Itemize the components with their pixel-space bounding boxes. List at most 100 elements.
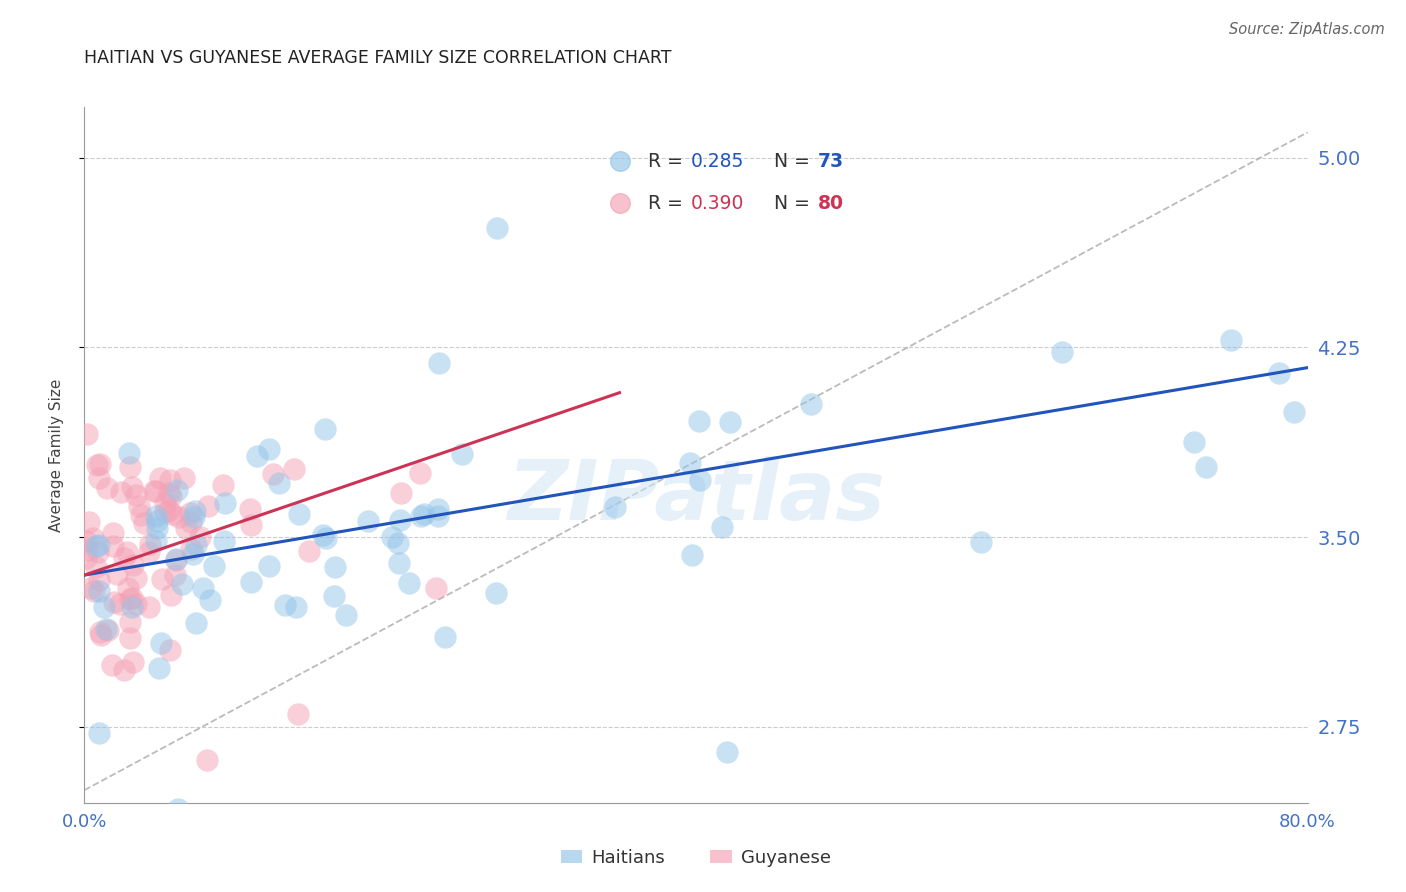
Point: [86, 458, 108, 473]
Point: [239, 502, 262, 516]
Point: [323, 559, 346, 574]
Point: [180, 541, 202, 556]
Point: [97, 624, 120, 638]
Point: [183, 509, 205, 524]
Point: [159, 643, 181, 657]
Point: [195, 753, 218, 767]
Point: [1052, 345, 1074, 359]
Point: [157, 485, 180, 500]
Point: [681, 549, 703, 563]
Point: [166, 483, 188, 497]
Point: [159, 474, 181, 488]
Text: Source: ZipAtlas.com: Source: ZipAtlas.com: [1229, 22, 1385, 37]
Text: 0.390: 0.390: [690, 194, 744, 212]
Point: [298, 544, 321, 558]
Point: [150, 572, 173, 586]
Point: [84, 560, 107, 574]
Point: [87, 538, 110, 552]
Point: [145, 534, 167, 549]
Point: [240, 518, 263, 533]
Point: [87, 471, 110, 485]
Point: [118, 592, 141, 607]
Point: [100, 657, 122, 672]
Point: [1220, 333, 1243, 347]
Point: [167, 509, 190, 524]
Point: [181, 547, 204, 561]
Point: [180, 515, 202, 529]
Point: [103, 540, 125, 554]
Point: [388, 556, 411, 570]
Point: [257, 442, 280, 457]
Point: [84, 539, 107, 553]
Point: [335, 608, 357, 623]
Text: HAITIAN VS GUYANESE AVERAGE FAMILY SIZE CORRELATION CHART: HAITIAN VS GUYANESE AVERAGE FAMILY SIZE …: [84, 49, 672, 67]
Point: [970, 534, 993, 549]
Text: R =: R =: [648, 194, 689, 212]
Point: [121, 480, 143, 494]
Point: [267, 475, 290, 490]
Point: [387, 535, 409, 549]
Point: [118, 460, 141, 475]
Point: [285, 600, 308, 615]
Point: [145, 521, 167, 535]
Point: [75, 533, 97, 548]
Point: [312, 528, 335, 542]
Point: [718, 415, 741, 429]
Point: [800, 397, 823, 411]
Point: [105, 566, 128, 581]
Point: [163, 568, 186, 582]
Point: [245, 449, 267, 463]
Point: [389, 513, 412, 527]
Point: [409, 508, 432, 523]
Point: [77, 515, 100, 529]
Point: [112, 550, 135, 565]
Point: [121, 600, 143, 615]
Text: R =: R =: [648, 152, 689, 170]
Point: [165, 551, 187, 566]
Point: [148, 661, 170, 675]
Point: [427, 356, 450, 370]
Point: [283, 462, 305, 476]
Point: [688, 414, 710, 428]
Point: [679, 456, 702, 470]
Point: [129, 508, 152, 522]
Point: [170, 576, 193, 591]
Point: [166, 802, 188, 816]
Point: [128, 500, 150, 514]
Point: [710, 520, 733, 534]
Point: [257, 559, 280, 574]
Point: [193, 581, 215, 595]
Point: [83, 583, 105, 598]
Point: [603, 500, 626, 514]
Point: [398, 575, 420, 590]
Point: [86, 545, 108, 559]
Point: [262, 467, 284, 481]
Point: [1282, 405, 1305, 419]
Point: [716, 745, 738, 759]
Point: [115, 545, 138, 559]
Point: [143, 484, 166, 499]
Point: [1182, 435, 1205, 450]
Point: [202, 559, 225, 574]
Point: [1195, 460, 1218, 475]
Text: N =: N =: [775, 194, 817, 212]
Point: [138, 537, 160, 551]
Point: [184, 615, 207, 630]
Point: [184, 504, 207, 518]
Point: [121, 591, 143, 606]
Point: [103, 595, 125, 609]
Point: [197, 500, 219, 514]
Point: [153, 505, 176, 519]
Point: [409, 467, 432, 481]
Point: [239, 575, 262, 590]
Point: [427, 508, 450, 523]
Point: [389, 485, 412, 500]
Point: [315, 531, 337, 545]
Point: [153, 496, 176, 510]
Point: [89, 625, 111, 640]
Point: [93, 600, 115, 615]
Point: [190, 530, 212, 544]
Point: [609, 196, 631, 211]
Point: [174, 521, 197, 535]
Point: [108, 597, 131, 611]
